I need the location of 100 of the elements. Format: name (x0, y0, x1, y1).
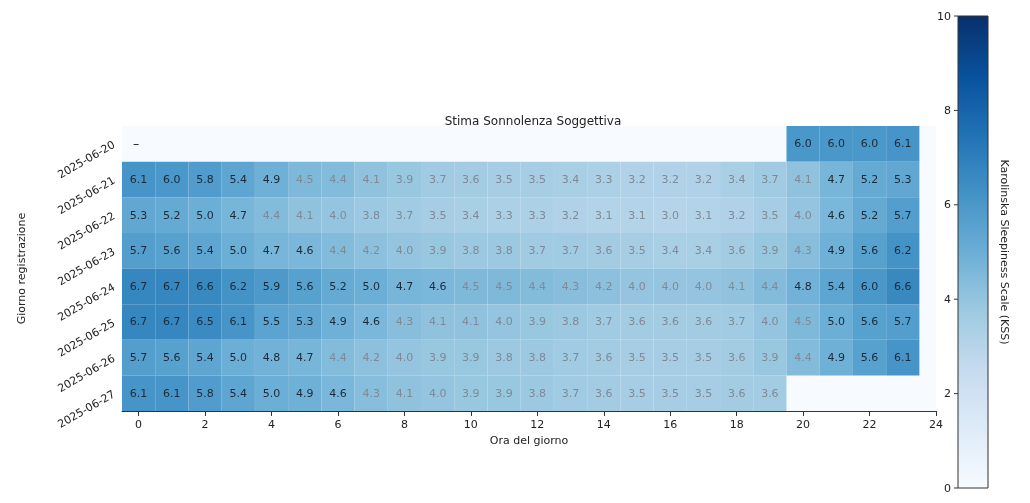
data-label: 3.5 (628, 244, 646, 258)
data-label: 3.1 (595, 208, 613, 222)
color-bar-title: Karolinska Sleepiness Scale (KSS) (997, 159, 1011, 345)
data-label: 5.4 (196, 351, 214, 365)
data-label: 5.9 (262, 279, 281, 293)
data-label: 5.0 (229, 351, 248, 365)
x-tick-label: 2 (201, 418, 209, 431)
data-label: 6.0 (860, 137, 879, 151)
data-label: 5.2 (860, 172, 879, 186)
data-label: 3.8 (528, 386, 547, 400)
data-label: 3.8 (495, 351, 513, 365)
data-label: 3.7 (561, 386, 580, 400)
color-bar-label: 4 (944, 292, 951, 306)
data-label: 3.6 (761, 386, 779, 400)
data-label: 4.8 (262, 351, 281, 365)
data-label: 4.4 (329, 351, 347, 365)
data-label: 3.7 (761, 172, 779, 186)
data-label: 4.5 (295, 172, 314, 186)
x-tick-label: 6 (334, 418, 342, 431)
data-label: 3.5 (628, 386, 646, 400)
data-label: 4.1 (462, 315, 480, 329)
data-label: 4.6 (362, 315, 380, 329)
y-axis-title: Giorno registrazione (15, 212, 28, 325)
x-tick-label: 18 (729, 418, 744, 431)
data-label: 5.6 (295, 279, 314, 293)
x-tick-label: 24 (929, 418, 943, 431)
data-label: 3.5 (528, 172, 547, 186)
data-label: 4.7 (262, 244, 281, 258)
data-label: 4.4 (528, 279, 547, 293)
data-label: 3.2 (727, 208, 746, 222)
x-axis-title: Ora del giorno (489, 433, 569, 447)
data-label: 3.6 (595, 386, 613, 400)
data-label: 3.6 (462, 172, 480, 186)
data-label: 3.5 (495, 172, 513, 186)
data-label: 4.4 (329, 172, 347, 186)
data-label: 4.1 (727, 279, 746, 293)
data-label: 4.2 (595, 279, 613, 293)
data-label: 3.0 (661, 208, 679, 222)
data-label: 5.7 (894, 208, 912, 222)
color-bar-label: 10 (937, 9, 951, 23)
data-label: 4.8 (794, 279, 812, 293)
data-label: 3.7 (395, 208, 414, 222)
data-label: 4.0 (395, 244, 414, 258)
data-label: 3.9 (528, 315, 547, 329)
data-label: 3.7 (528, 244, 547, 258)
data-label: 3.3 (595, 172, 613, 186)
data-label: 6.7 (129, 279, 148, 293)
data-label: 5.2 (163, 208, 181, 222)
data-label: 5.4 (196, 244, 214, 258)
data-label: 5.3 (894, 172, 912, 186)
data-label: 6.6 (196, 279, 214, 293)
data-label: 3.6 (595, 244, 613, 258)
data-label: 4.7 (395, 279, 414, 293)
data-label: 3.4 (462, 208, 480, 222)
data-label: 4.4 (761, 279, 779, 293)
data-label: 4.3 (362, 386, 380, 400)
data-label: 6.0 (827, 137, 846, 151)
data-label: 4.5 (794, 315, 812, 329)
color-bar-label: 0 (944, 481, 951, 495)
data-label: 3.6 (694, 315, 713, 329)
data-label: 4.4 (329, 244, 347, 258)
data-label: 6.7 (129, 315, 148, 329)
x-tick-label: 22 (862, 418, 877, 431)
data-label: 3.8 (495, 244, 513, 258)
data-label: 3.9 (462, 351, 480, 365)
data-label: 3.2 (694, 172, 713, 186)
data-label: 4.0 (495, 315, 513, 329)
data-label: 6.5 (196, 315, 214, 329)
data-label: 3.5 (694, 351, 713, 365)
data-label: 6.1 (894, 137, 912, 151)
data-label: 5.0 (229, 244, 248, 258)
data-label: 3.3 (528, 208, 547, 222)
data-label: 3.9 (495, 386, 513, 400)
data-label: 4.0 (794, 208, 812, 222)
data-label: 3.2 (661, 172, 679, 186)
data-label: 4.7 (229, 208, 248, 222)
data-label: 5.4 (229, 172, 248, 186)
data-label: 3.6 (628, 315, 646, 329)
data-label: 3.4 (694, 244, 713, 258)
data-label: 6.7 (163, 279, 181, 293)
data-label: 3.7 (561, 244, 580, 258)
x-tick-label: 16 (663, 418, 678, 431)
data-label: 5.4 (827, 279, 846, 293)
data-label: 5.8 (196, 386, 214, 400)
data-label: 4.1 (295, 208, 314, 222)
data-label: 3.3 (495, 208, 513, 222)
data-label: 3.5 (428, 208, 447, 222)
data-label: 3.1 (694, 208, 713, 222)
data-label: 4.9 (827, 351, 846, 365)
data-label: 3.2 (561, 208, 580, 222)
x-tick-label: 4 (268, 418, 276, 431)
data-label: 6.2 (229, 279, 248, 293)
data-label: 3.6 (595, 351, 613, 365)
data-label: 5.6 (163, 351, 181, 365)
data-label: 4.9 (295, 386, 314, 400)
data-label: 5.7 (129, 351, 148, 365)
data-label: 5.4 (229, 386, 248, 400)
color-bar-label: 8 (944, 103, 951, 117)
data-label: 4.0 (661, 279, 679, 293)
data-label: 3.6 (727, 386, 746, 400)
